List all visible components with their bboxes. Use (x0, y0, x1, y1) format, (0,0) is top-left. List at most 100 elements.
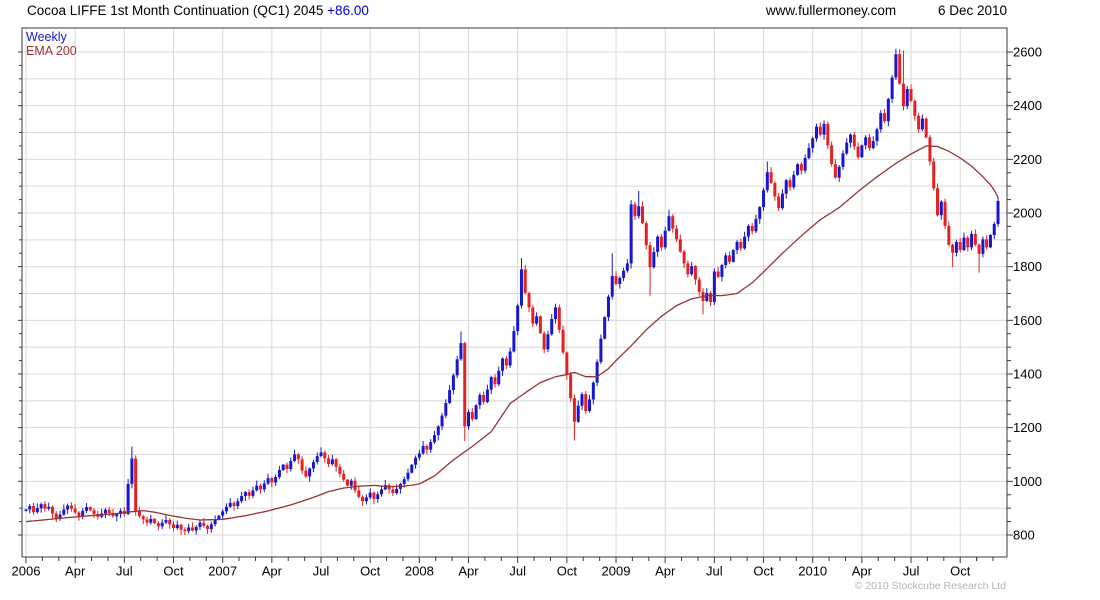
candle (784, 180, 788, 194)
candle (769, 172, 773, 183)
candle (542, 333, 546, 350)
candle (947, 225, 951, 245)
candle (270, 478, 274, 483)
candle (780, 193, 784, 209)
candle (281, 464, 285, 471)
candle (402, 479, 406, 485)
candle (992, 224, 996, 236)
candle (293, 454, 297, 461)
candle (686, 263, 690, 275)
candle (311, 462, 315, 469)
x-axis-label: Apr (262, 564, 283, 579)
candle (501, 358, 505, 371)
candle (731, 250, 735, 262)
candle (554, 307, 558, 319)
candle (599, 338, 603, 362)
candle (395, 488, 399, 494)
candle (954, 241, 958, 253)
candle (209, 524, 213, 530)
candle (697, 279, 701, 292)
candle (739, 241, 743, 249)
x-axis-label: Oct (753, 564, 774, 579)
candle (939, 201, 943, 216)
candle (799, 164, 803, 171)
candle (720, 265, 724, 277)
candle (115, 514, 119, 517)
candle (523, 269, 527, 293)
candle (777, 196, 781, 209)
candle (584, 394, 588, 412)
candle (864, 137, 868, 146)
x-axis-label: Jul (509, 564, 526, 579)
candle (444, 402, 448, 416)
candle (591, 382, 595, 400)
candle (361, 496, 365, 502)
candle (890, 77, 894, 99)
y-axis-label: 2200 (1013, 152, 1042, 167)
candle (285, 464, 289, 469)
candle (788, 180, 792, 188)
candle (724, 255, 728, 266)
candle (258, 485, 262, 490)
candle (531, 307, 535, 324)
candle (898, 54, 902, 84)
x-axis-label: Apr (655, 564, 676, 579)
candle (183, 529, 187, 532)
candle (924, 118, 928, 138)
y-axis: 800 1000 1200 1400 1600 1800 2000 2200 2400 2600 (18, 45, 1042, 543)
candle (603, 317, 607, 339)
candle (879, 113, 883, 130)
candle (190, 527, 194, 531)
candle (970, 233, 974, 248)
candle (633, 204, 637, 217)
legend-weekly: Weekly (26, 30, 68, 44)
chart-title: Cocoa LIFFE 1st Month Continuation (QC1)… (27, 3, 369, 18)
candle (478, 394, 482, 406)
x-axis-label: Jul (313, 564, 330, 579)
candle (538, 316, 542, 334)
candle (440, 415, 444, 427)
candle (168, 519, 172, 525)
candle (345, 479, 349, 486)
candle (266, 478, 270, 484)
candle (319, 452, 323, 457)
candle (92, 510, 96, 515)
candle (561, 329, 565, 353)
candle (546, 334, 550, 350)
y-axis-label: 2000 (1013, 206, 1042, 221)
candle (962, 237, 966, 251)
candle (232, 502, 236, 507)
candle (512, 331, 516, 352)
candle (421, 445, 425, 454)
candle (981, 239, 985, 254)
candle (224, 506, 228, 512)
candle (917, 115, 921, 130)
candle (693, 266, 697, 280)
candle (308, 468, 312, 477)
y-axis-label: 2600 (1013, 45, 1042, 60)
candle (988, 235, 992, 248)
candle (103, 509, 107, 514)
candle (845, 142, 849, 154)
candle (849, 134, 853, 143)
candle (671, 216, 675, 229)
candle (656, 236, 660, 252)
candle (43, 504, 47, 509)
candle (837, 166, 841, 178)
candle (966, 237, 970, 248)
candle (368, 492, 372, 498)
candle (240, 496, 244, 502)
candle (315, 456, 319, 463)
candle (550, 318, 554, 335)
candle (716, 271, 720, 277)
candle (414, 457, 418, 465)
chart-header: Cocoa LIFFE 1st Month Continuation (QC1)… (27, 3, 1007, 18)
candle (417, 453, 421, 458)
candle (202, 522, 206, 526)
candle (606, 296, 610, 318)
candle (206, 525, 210, 530)
candle (826, 123, 830, 146)
candle (883, 113, 887, 122)
candle (32, 506, 36, 513)
